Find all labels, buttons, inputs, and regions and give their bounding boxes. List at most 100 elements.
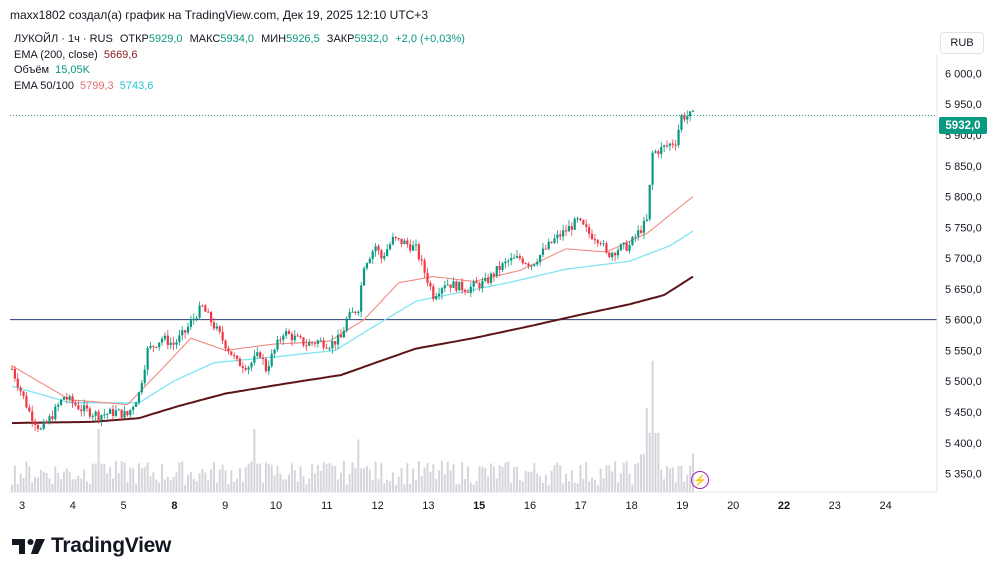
volume-bar xyxy=(400,467,403,492)
volume-bar xyxy=(556,462,559,492)
volume-bar xyxy=(461,462,464,492)
legend-ohlc-row: ЛУКОЙЛ · 1ч · RUS ОТКР5929,0 МАКС5934,0 … xyxy=(14,32,465,48)
candle-body xyxy=(639,230,643,233)
x-tick-label: 5 xyxy=(121,500,127,512)
volume-bar xyxy=(250,461,253,492)
volume-bar xyxy=(645,408,648,492)
volume-bar xyxy=(39,469,42,492)
volume-bar xyxy=(426,462,429,492)
candle-body xyxy=(117,409,120,411)
volume-bar xyxy=(487,476,490,492)
candle-body xyxy=(556,234,559,239)
volume-bar xyxy=(16,484,19,492)
candle-body xyxy=(305,345,308,347)
legend-volume-row[interactable]: Объём 15,05K xyxy=(14,63,465,79)
candle-body xyxy=(83,405,86,412)
candle-body xyxy=(218,326,221,332)
candle-body xyxy=(123,411,126,418)
brand-logo[interactable]: TradingView xyxy=(12,534,171,558)
volume-bar xyxy=(602,478,605,492)
candle-body xyxy=(103,414,106,416)
candle-body xyxy=(210,312,213,323)
low-label: МИН xyxy=(261,33,287,45)
candle-body xyxy=(212,322,216,329)
candle-body xyxy=(19,387,22,392)
volume-bar xyxy=(285,479,288,492)
volume-bar xyxy=(163,479,166,492)
candle-body xyxy=(163,335,167,339)
candle-body xyxy=(461,281,464,291)
candle-body xyxy=(645,219,648,221)
candle-body xyxy=(287,331,291,334)
volume-bar xyxy=(267,463,270,492)
candle-body xyxy=(36,424,40,429)
candle-body xyxy=(686,116,689,120)
candle-body xyxy=(622,242,625,245)
volume-bar xyxy=(227,484,230,492)
candle-body xyxy=(264,359,268,372)
candle-body xyxy=(308,342,311,346)
candle-body xyxy=(400,238,403,245)
volume-bar xyxy=(498,465,501,492)
volume-bar xyxy=(224,470,227,492)
volume-bar xyxy=(397,476,400,492)
candle-body xyxy=(631,237,634,246)
volume-bar xyxy=(48,478,51,492)
volume-bar xyxy=(605,465,608,492)
volume-bar xyxy=(103,463,106,492)
volume-bar xyxy=(319,470,322,492)
candle-body xyxy=(469,286,472,293)
candle-body xyxy=(397,238,400,240)
candle-body xyxy=(573,218,576,230)
candle-body xyxy=(207,311,210,313)
candle-body xyxy=(88,408,92,417)
candle-body xyxy=(149,345,152,349)
candle-body xyxy=(296,335,299,337)
volume-bar xyxy=(152,472,155,492)
candle-body xyxy=(536,262,539,265)
volume-bar xyxy=(539,476,542,492)
symbol-title[interactable]: ЛУКОЙЛ · 1ч · RUS xyxy=(14,33,113,45)
volume-bar xyxy=(406,463,409,492)
candle-body xyxy=(553,238,556,243)
volume-bar xyxy=(175,472,178,492)
volume-bar xyxy=(371,480,374,492)
candle-body xyxy=(334,341,337,345)
volume-bar xyxy=(585,461,588,492)
volume-bar xyxy=(305,484,308,492)
legend-ema200-row[interactable]: EMA (200, close) 5669,6 xyxy=(14,48,465,64)
volume-bar xyxy=(573,482,576,492)
volume-bar xyxy=(31,482,34,492)
candle-body xyxy=(204,305,207,312)
candle-body xyxy=(394,236,397,239)
candle-body xyxy=(345,318,348,331)
volume-layer xyxy=(11,360,694,492)
volume-bar xyxy=(201,468,204,492)
volume-bar xyxy=(383,483,386,492)
legend-ema-row[interactable]: EMA 50/100 5799,3 5743,6 xyxy=(14,79,465,95)
candle-body xyxy=(582,220,585,225)
volume-bar xyxy=(409,483,412,492)
candle-body xyxy=(319,340,322,342)
currency-button[interactable]: RUB xyxy=(940,32,984,54)
candle-body xyxy=(443,285,446,289)
candle-body xyxy=(238,358,242,367)
candle-body xyxy=(538,254,542,263)
candle-body xyxy=(328,348,331,350)
volume-bar xyxy=(651,360,654,492)
volume-bar xyxy=(449,470,452,492)
bolt-icon[interactable]: ⚡ xyxy=(691,471,709,489)
candle-body xyxy=(689,111,692,117)
candle-body xyxy=(429,282,432,287)
candle-body xyxy=(452,281,455,288)
candle-body xyxy=(68,396,71,400)
candle-body xyxy=(559,234,562,237)
candle-body xyxy=(71,396,74,403)
volume-bar xyxy=(683,481,686,492)
candle-body xyxy=(377,246,380,251)
candle-body xyxy=(45,421,48,423)
candle-body xyxy=(507,260,510,262)
candle-body xyxy=(31,411,34,422)
high-label: МАКС xyxy=(189,33,221,45)
